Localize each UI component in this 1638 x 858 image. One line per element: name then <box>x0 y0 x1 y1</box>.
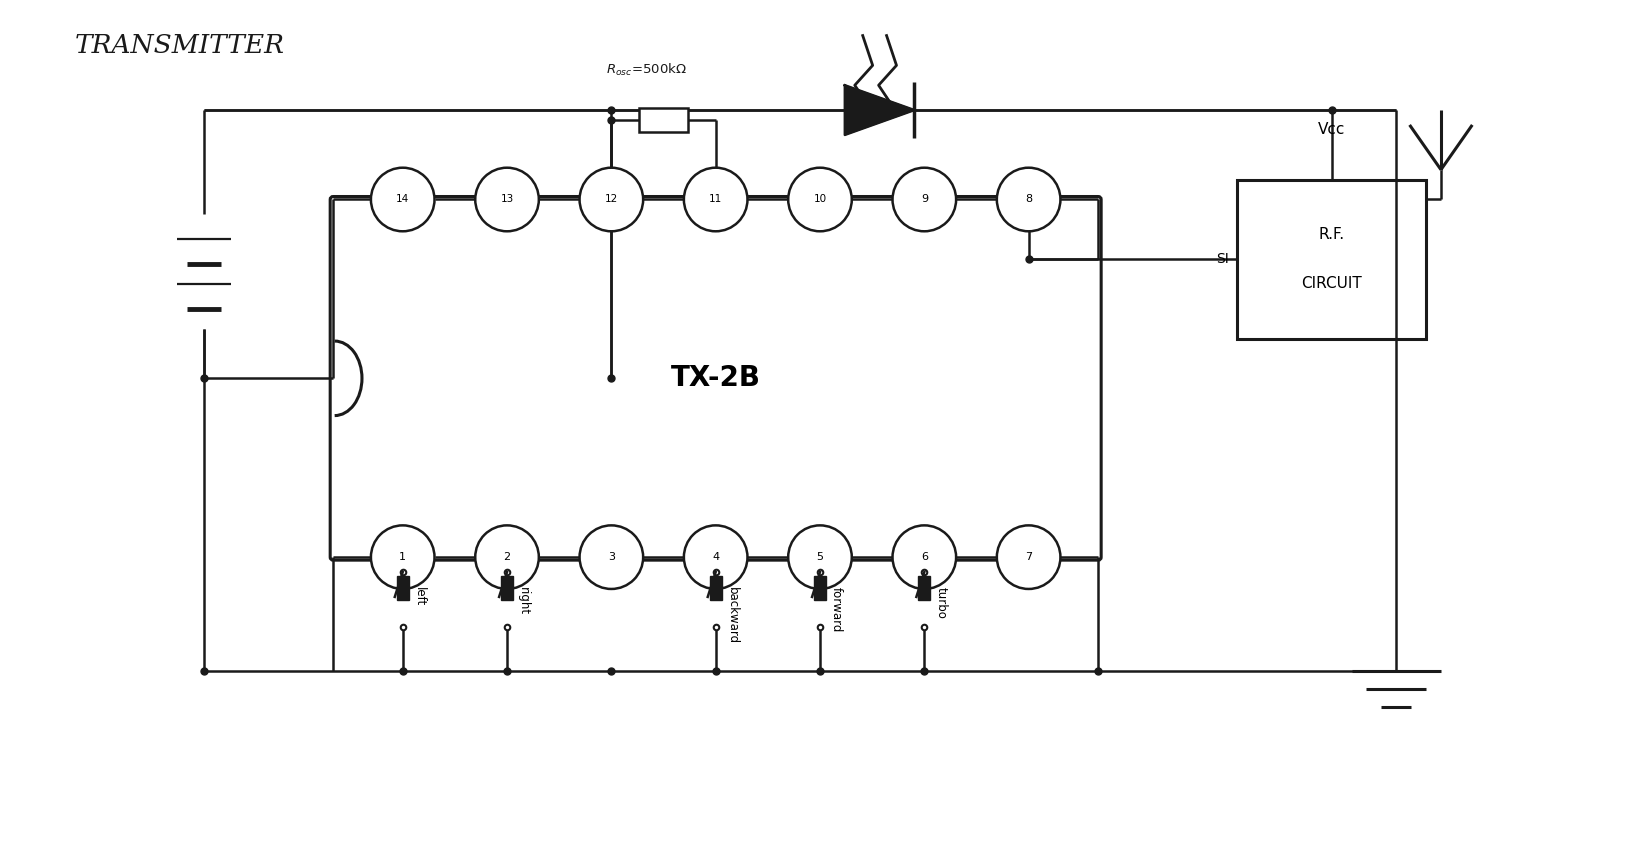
Circle shape <box>580 167 644 232</box>
Text: 6: 6 <box>921 553 927 562</box>
Text: 7: 7 <box>1025 553 1032 562</box>
Text: 8: 8 <box>1025 195 1032 204</box>
Text: 11: 11 <box>709 195 722 204</box>
Circle shape <box>685 525 747 589</box>
Circle shape <box>370 525 434 589</box>
Circle shape <box>370 167 434 232</box>
Circle shape <box>998 167 1060 232</box>
Circle shape <box>893 525 957 589</box>
Text: backward: backward <box>726 587 739 644</box>
Text: 1: 1 <box>400 553 406 562</box>
Polygon shape <box>845 85 914 135</box>
Bar <box>814 576 826 600</box>
Text: Vcc: Vcc <box>1319 123 1345 137</box>
Circle shape <box>788 167 852 232</box>
Text: right: right <box>518 587 531 615</box>
Bar <box>709 576 722 600</box>
Text: 3: 3 <box>608 553 614 562</box>
Circle shape <box>475 167 539 232</box>
Text: 13: 13 <box>500 195 514 204</box>
Text: 2: 2 <box>503 553 511 562</box>
Circle shape <box>685 167 747 232</box>
Circle shape <box>580 525 644 589</box>
Text: 10: 10 <box>814 195 827 204</box>
Text: left: left <box>413 587 426 607</box>
Text: 14: 14 <box>396 195 410 204</box>
Bar <box>639 107 688 132</box>
Bar <box>1237 179 1427 339</box>
Text: 12: 12 <box>604 195 618 204</box>
Text: 9: 9 <box>921 195 927 204</box>
FancyBboxPatch shape <box>331 196 1101 560</box>
Circle shape <box>788 525 852 589</box>
Text: CIRCUIT: CIRCUIT <box>1301 276 1363 292</box>
Bar <box>919 576 930 600</box>
Text: $R_{osc}$=500kΩ: $R_{osc}$=500kΩ <box>606 63 688 78</box>
Text: 5: 5 <box>816 553 824 562</box>
Text: TRANSMITTER: TRANSMITTER <box>75 33 285 58</box>
Text: turbo: turbo <box>934 587 947 619</box>
Circle shape <box>893 167 957 232</box>
Bar <box>396 576 408 600</box>
Text: R.F.: R.F. <box>1319 227 1345 242</box>
Circle shape <box>475 525 539 589</box>
Text: SI: SI <box>1217 252 1230 266</box>
Text: 4: 4 <box>713 553 719 562</box>
Text: forward: forward <box>830 587 844 632</box>
Text: TX-2B: TX-2B <box>670 365 760 392</box>
Bar <box>501 576 513 600</box>
Circle shape <box>998 525 1060 589</box>
